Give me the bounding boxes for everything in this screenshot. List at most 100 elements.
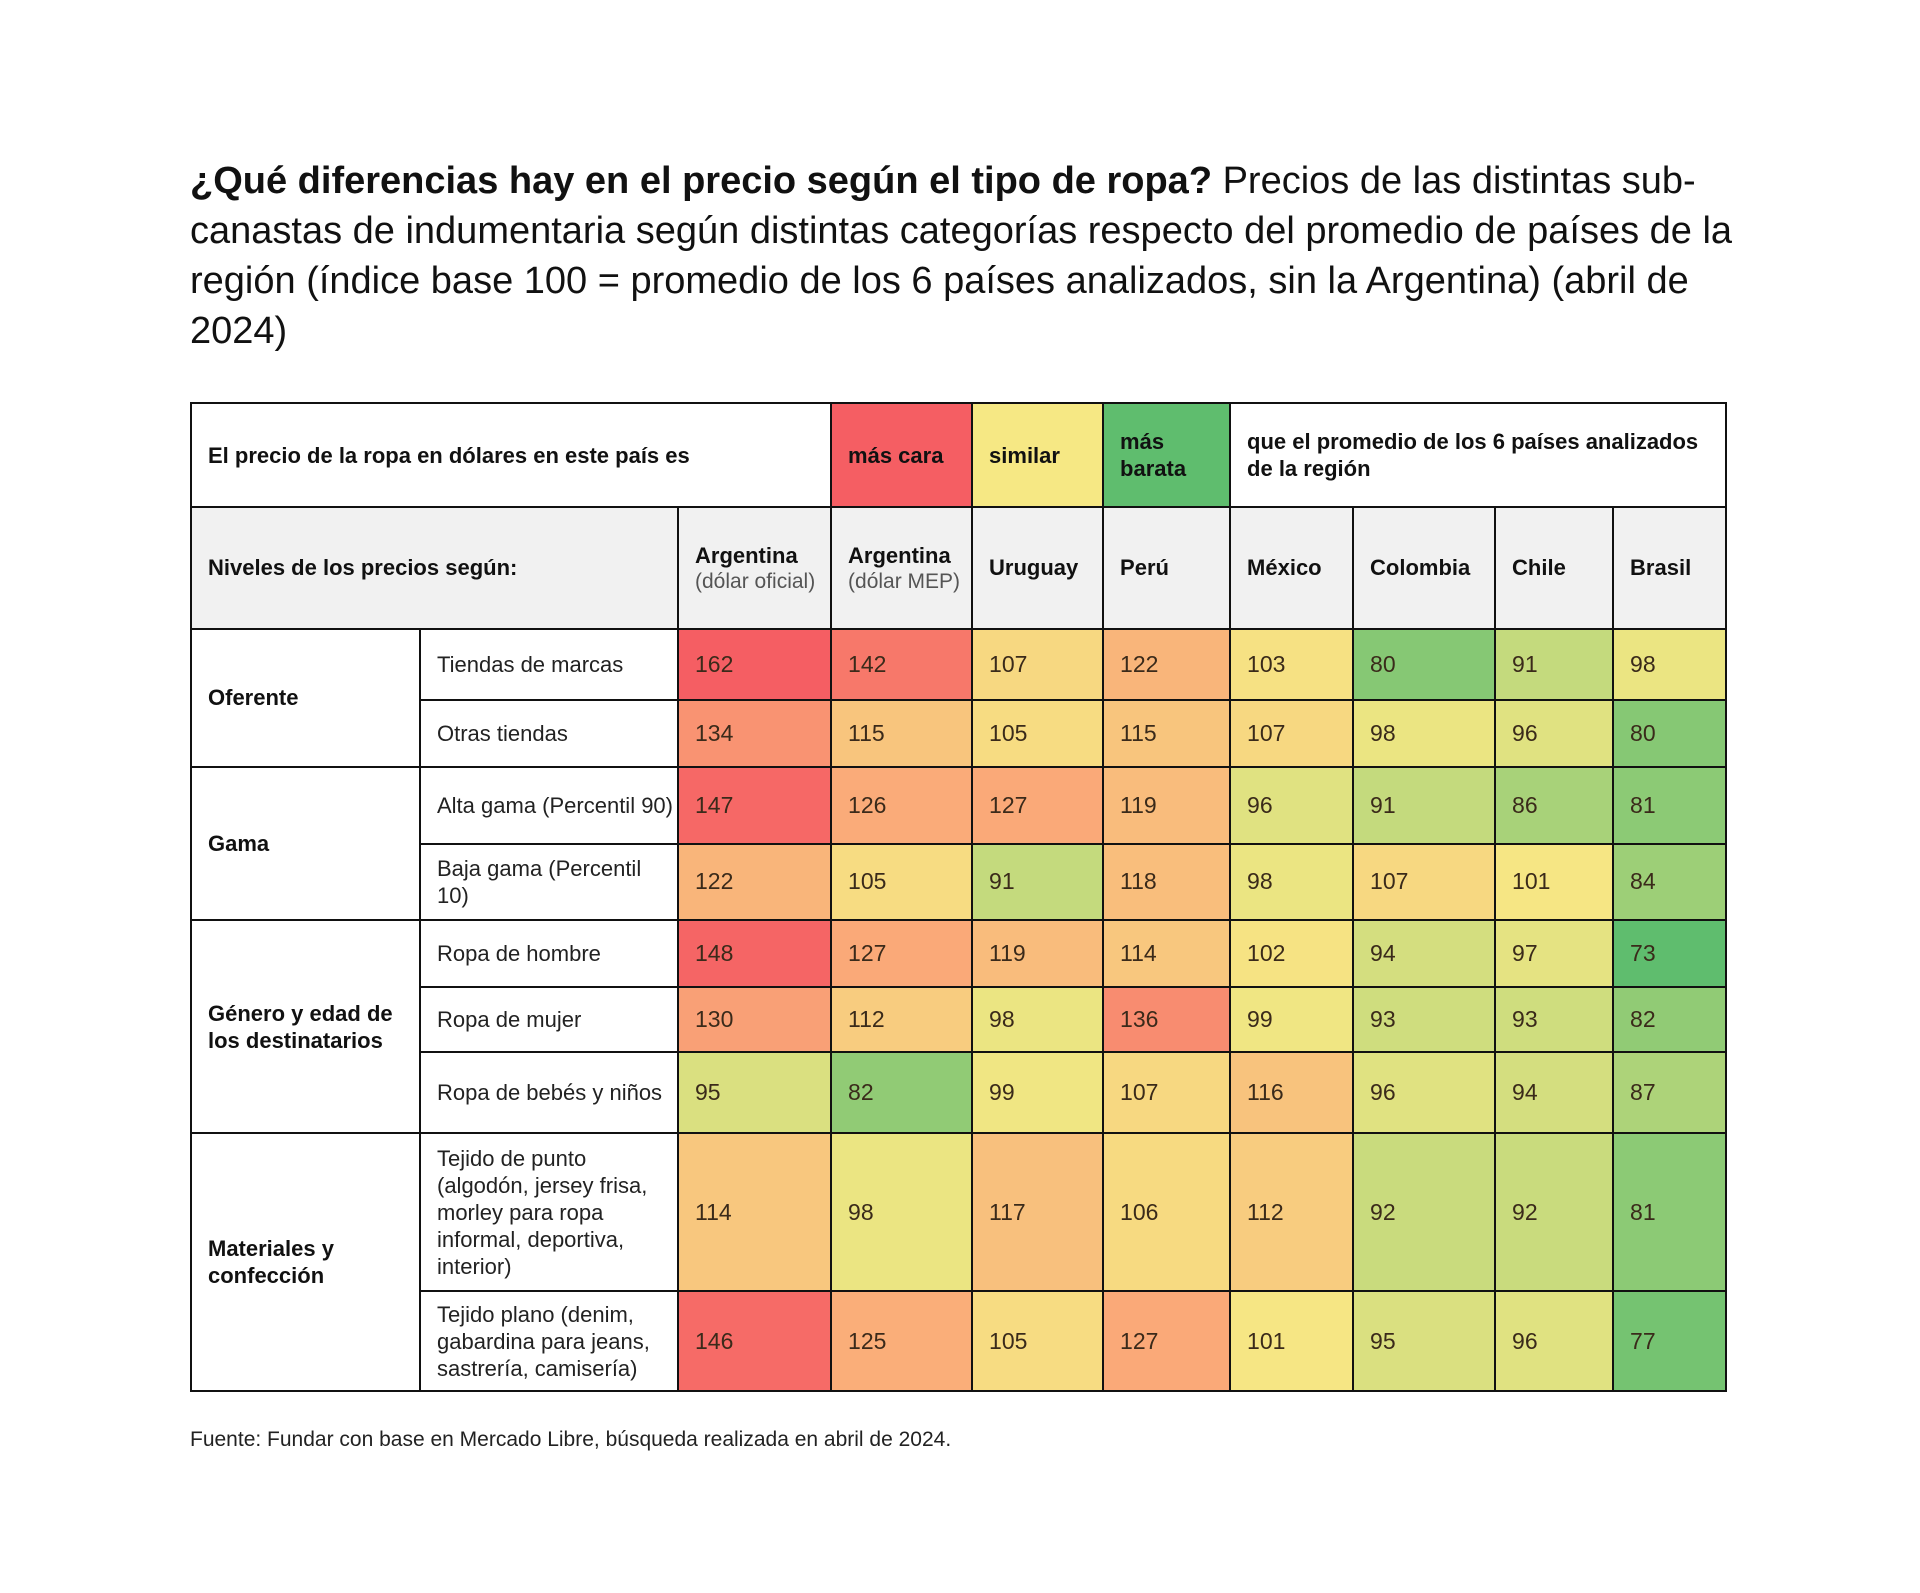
heatmap-cell: 81	[1612, 1131, 1728, 1293]
heatmap-cell: 107	[1229, 699, 1355, 769]
column-header-name: Argentina	[848, 542, 951, 568]
heatmap-cell: 105	[830, 842, 974, 922]
heatmap-cell: 98	[1612, 627, 1728, 702]
heatmap-cell: 86	[1494, 766, 1615, 845]
heatmap-cell: 77	[1612, 1290, 1728, 1392]
heatmap-cell: 114	[1102, 919, 1232, 989]
heatmap-cell: 136	[1102, 986, 1232, 1053]
heatmap-cell: 73	[1612, 919, 1728, 989]
column-header-7: Brasil	[1612, 506, 1728, 630]
heatmap-cell: 99	[971, 1050, 1105, 1134]
heatmap-cell: 126	[830, 766, 974, 845]
heatmap-cell: 107	[971, 627, 1105, 702]
chart-title-bold: ¿Qué diferencias hay en el precio según …	[190, 160, 1213, 202]
column-header-note: (dólar oficial)	[695, 569, 816, 593]
heatmap-cell: 102	[1229, 919, 1355, 989]
row-label: Ropa de hombre	[419, 919, 679, 989]
heatmap-cell: 114	[676, 1131, 833, 1293]
heatmap-cell: 87	[1612, 1050, 1728, 1134]
heatmap-cell: 84	[1612, 842, 1728, 922]
table-row: Ropa de bebés y niños 95 82 99 107 116 96 94 87	[191, 1050, 1728, 1134]
row-group-label: Gama	[190, 766, 421, 922]
heatmap-cell: 119	[1102, 766, 1232, 845]
row-group-label: Oferente	[190, 627, 421, 769]
heatmap-cell: 127	[1102, 1290, 1232, 1392]
heatmap-cell: 117	[971, 1131, 1105, 1293]
heatmap-cell: 98	[830, 1131, 974, 1293]
heatmap-cell: 92	[1494, 1131, 1615, 1293]
heatmap-cell: 96	[1494, 699, 1615, 769]
heatmap-cell: 148	[676, 919, 833, 989]
row-label: Otras tiendas	[419, 699, 679, 769]
heatmap-cell: 82	[1612, 986, 1728, 1053]
heatmap-cell: 98	[1229, 842, 1355, 922]
heatmap-cell: 93	[1352, 986, 1497, 1053]
column-header-name: Colombia	[1370, 555, 1471, 581]
row-label: Tejido plano (denim, gabardina para jean…	[419, 1290, 679, 1392]
heatmap-cell: 94	[1352, 919, 1497, 989]
heatmap-cell: 91	[1352, 766, 1497, 845]
column-header-1: Argentina (dólar MEP)	[830, 506, 974, 630]
table-row: Tejido plano (denim, gabardina para jean…	[191, 1290, 1728, 1392]
column-header-name: Brasil	[1630, 555, 1692, 581]
price-heatmap-table: El precio de la ropa en dólares en este …	[189, 401, 1728, 1393]
heatmap-cell: 101	[1229, 1290, 1355, 1392]
heatmap-cell: 115	[830, 699, 974, 769]
column-header-name: Chile	[1512, 555, 1566, 581]
heatmap-cell: 99	[1229, 986, 1355, 1053]
table-row: Baja gama (Percentil 10) 122 105 91 118 98 107…	[191, 842, 1728, 922]
heatmap-cell: 96	[1229, 766, 1355, 845]
heatmap-cell: 119	[971, 919, 1105, 989]
heatmap-cell: 103	[1229, 627, 1355, 702]
heatmap-cell: 92	[1352, 1131, 1497, 1293]
heatmap-cell: 80	[1612, 699, 1728, 769]
heatmap-cell: 127	[971, 766, 1105, 845]
heatmap-cell: 105	[971, 699, 1105, 769]
heatmap-cell: 81	[1612, 766, 1728, 845]
heatmap-cell: 118	[1102, 842, 1232, 922]
heatmap-cell: 98	[1352, 699, 1497, 769]
column-header-name: Argentina	[695, 542, 798, 568]
heatmap-cell: 96	[1494, 1290, 1615, 1392]
heatmap-cell: 112	[1229, 1131, 1355, 1293]
legend-intro: El precio de la ropa en dólares en este …	[189, 401, 833, 509]
heatmap-cell: 91	[971, 842, 1105, 922]
column-header-2: Uruguay	[971, 506, 1105, 630]
column-header-name: México	[1247, 555, 1322, 581]
table-row: Gama Alta gama (Percentil 90) 147 126 127 119…	[190, 766, 1728, 922]
heatmap-cell: 94	[1494, 1050, 1615, 1134]
heatmap-cell: 146	[676, 1290, 833, 1392]
heatmap-cell: 101	[1494, 842, 1615, 922]
legend-similar: similar	[971, 401, 1105, 509]
heatmap-cell: 106	[1102, 1131, 1232, 1293]
heatmap-cell: 112	[830, 986, 974, 1053]
heatmap-cell: 127	[830, 919, 974, 989]
column-header-name: Perú	[1120, 555, 1169, 581]
row-label: Alta gama (Percentil 90)	[419, 766, 679, 845]
row-group-label: Género y edad de los destinatarios	[190, 919, 421, 1134]
heatmap-cell: 134	[676, 699, 833, 769]
heatmap-cell: 98	[971, 986, 1105, 1053]
heatmap-cell: 122	[1102, 627, 1232, 702]
heatmap-cell: 142	[830, 627, 974, 702]
heatmap-cell: 115	[1102, 699, 1232, 769]
column-header-6: Chile	[1494, 506, 1615, 630]
column-header-5: Colombia	[1352, 506, 1497, 630]
table-row: Ropa de mujer 130 112 98 136 99 93 93 82	[191, 986, 1728, 1053]
heatmap-cell: 147	[676, 766, 833, 845]
row-label: Baja gama (Percentil 10)	[419, 842, 679, 922]
heatmap-cell: 82	[830, 1050, 974, 1134]
heatmap-cell: 130	[676, 986, 833, 1053]
heatmap-cell: 107	[1352, 842, 1497, 922]
row-label: Tejido de punto (algodón, jersey frisa, …	[419, 1131, 679, 1293]
legend-row: El precio de la ropa en dólares en este …	[189, 401, 1728, 509]
chart-title: ¿Qué diferencias hay en el precio según …	[190, 156, 1750, 356]
row-label: Ropa de bebés y niños	[419, 1050, 679, 1134]
column-header-3: Perú	[1102, 506, 1232, 630]
table-row: Materiales y confección Tejido de punto (…	[190, 1131, 1728, 1393]
heatmap-cell: 95	[1352, 1290, 1497, 1392]
heatmap-cell: 107	[1102, 1050, 1232, 1134]
column-header-0: Argentina (dólar oficial)	[676, 506, 833, 630]
table-row: Oferente Tiendas de marcas 162 142 107 122 103…	[190, 627, 1728, 769]
heatmap-cell: 162	[676, 627, 833, 702]
